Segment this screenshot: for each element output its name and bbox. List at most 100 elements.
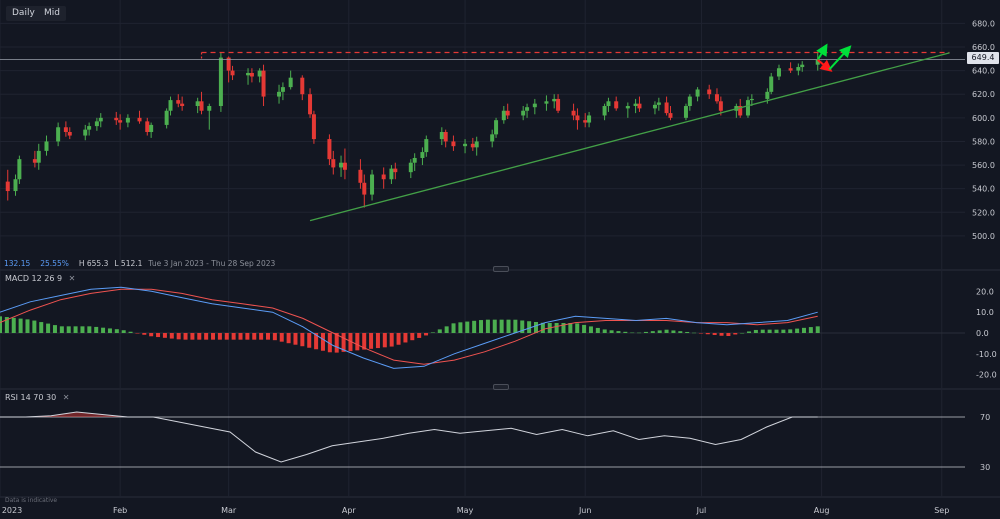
macd-histogram-bar bbox=[540, 322, 545, 333]
macd-histogram-bar bbox=[190, 333, 195, 340]
macd-histogram-bar bbox=[430, 332, 435, 333]
macd-histogram-bar bbox=[595, 327, 600, 333]
macd-histogram-bar bbox=[602, 329, 607, 333]
macd-histogram-bar bbox=[767, 329, 772, 333]
candle-body bbox=[687, 96, 692, 107]
rsi-tick-label: 30 bbox=[980, 463, 990, 472]
macd-histogram-bar bbox=[520, 320, 525, 333]
macd-histogram-bar bbox=[733, 333, 738, 335]
macd-histogram-bar bbox=[623, 331, 628, 333]
macd-histogram-bar bbox=[87, 326, 92, 333]
macd-label: MACD 12 26 9 ✕ bbox=[5, 274, 75, 283]
macd-tick-label: -20.0 bbox=[976, 371, 997, 380]
macd-histogram-bar bbox=[0, 316, 2, 333]
price-mode-mid-button[interactable]: Mid bbox=[38, 6, 66, 21]
candle-body bbox=[199, 101, 204, 111]
macd-histogram-bar bbox=[788, 329, 793, 333]
candle-body bbox=[749, 98, 754, 101]
macd-histogram-bar bbox=[375, 333, 380, 349]
candle-body bbox=[145, 121, 150, 132]
candle-body bbox=[625, 106, 630, 109]
macd-histogram-bar bbox=[341, 333, 346, 352]
pane-resize-handle-1[interactable] bbox=[493, 266, 509, 272]
candle-body bbox=[164, 110, 169, 125]
x-tick-label: Apr bbox=[341, 506, 356, 515]
candle-body bbox=[67, 132, 72, 136]
candle-body bbox=[718, 101, 723, 111]
price-pane bbox=[0, 43, 965, 222]
rsi-tick-label: 70 bbox=[980, 413, 990, 422]
macd-histogram-bar bbox=[795, 328, 800, 333]
macd-histogram-bar bbox=[692, 332, 697, 334]
macd-line bbox=[0, 286, 818, 369]
candle-body bbox=[17, 159, 22, 180]
macd-histogram-bar bbox=[162, 333, 167, 338]
macd-histogram-bar bbox=[231, 333, 236, 340]
macd-histogram-bar bbox=[513, 319, 518, 333]
current-price-tag: 649.4 bbox=[967, 52, 999, 64]
candle-body bbox=[424, 139, 429, 153]
candle-body bbox=[614, 101, 619, 109]
rsi-pane bbox=[0, 411, 965, 468]
rsi-label: RSI 14 70 30 ✕ bbox=[5, 393, 69, 402]
macd-histogram-bar bbox=[279, 333, 284, 342]
candle-body bbox=[668, 113, 673, 118]
macd-histogram-bar bbox=[327, 333, 332, 353]
rsi-param-2: 70 bbox=[33, 393, 44, 402]
candle-body bbox=[327, 139, 332, 160]
price-tick-label: 560.0 bbox=[972, 161, 995, 170]
candle-body bbox=[776, 68, 781, 77]
candle-body bbox=[745, 100, 750, 116]
candle-body bbox=[575, 115, 580, 121]
macd-histogram-bar bbox=[66, 326, 71, 333]
macd-histogram-bar bbox=[245, 333, 250, 340]
macd-histogram-bar bbox=[712, 333, 717, 335]
candle-body bbox=[280, 87, 285, 92]
candle-body bbox=[552, 98, 557, 102]
x-tick-label: Jul bbox=[696, 506, 707, 515]
candle-body bbox=[63, 127, 68, 132]
macd-histogram-bar bbox=[753, 329, 758, 333]
macd-histogram-bar bbox=[46, 323, 51, 333]
pane-resize-handle-2[interactable] bbox=[493, 384, 509, 390]
macd-tick-label: 10.0 bbox=[976, 308, 994, 317]
candle-body bbox=[36, 150, 41, 163]
macd-histogram-bar bbox=[403, 333, 408, 343]
macd-histogram-bar bbox=[107, 328, 112, 333]
macd-histogram-bar bbox=[183, 333, 188, 340]
macd-histogram-bar bbox=[369, 333, 374, 349]
macd-histogram-bar bbox=[362, 333, 367, 350]
ohlc-stats: 132.15 25.55% H 655.3 L 512.1 Tue 3 Jan 2023… bbox=[4, 259, 275, 268]
macd-close-icon[interactable]: ✕ bbox=[68, 274, 76, 283]
scenario-arrow-green bbox=[828, 45, 852, 71]
macd-histogram-bar bbox=[204, 333, 209, 340]
macd-histogram-bar bbox=[293, 333, 298, 345]
macd-name: MACD bbox=[5, 274, 29, 283]
macd-histogram-bar bbox=[169, 333, 174, 339]
macd-histogram-bar bbox=[451, 323, 456, 333]
candle-body bbox=[606, 101, 611, 107]
macd-histogram-bar bbox=[781, 329, 786, 333]
macd-histogram-bar bbox=[472, 320, 477, 333]
macd-histogram-bar bbox=[657, 330, 662, 333]
stat-low: L 512.1 bbox=[114, 259, 143, 268]
candle-body bbox=[149, 124, 154, 132]
x-tick-label: 2023 bbox=[1, 506, 23, 515]
candle-body bbox=[815, 59, 820, 65]
macd-histogram-bar bbox=[678, 331, 683, 333]
macd-histogram-bar bbox=[348, 333, 353, 352]
candle-body bbox=[637, 103, 642, 109]
candle-body bbox=[44, 141, 49, 151]
macd-param-1: 12 bbox=[31, 274, 42, 283]
timeframe-daily-button[interactable]: Daily bbox=[6, 6, 41, 21]
candle-body bbox=[571, 110, 576, 116]
macd-signal-line bbox=[0, 288, 818, 365]
rsi-close-icon[interactable]: ✕ bbox=[62, 393, 70, 402]
price-tick-label: 640.0 bbox=[972, 67, 995, 76]
macd-histogram-bar bbox=[217, 333, 222, 340]
candle-body bbox=[765, 91, 770, 99]
macd-histogram-bar bbox=[25, 319, 30, 333]
macd-histogram-bar bbox=[334, 333, 339, 353]
macd-histogram-bar bbox=[32, 320, 37, 333]
candle-body bbox=[556, 98, 561, 111]
